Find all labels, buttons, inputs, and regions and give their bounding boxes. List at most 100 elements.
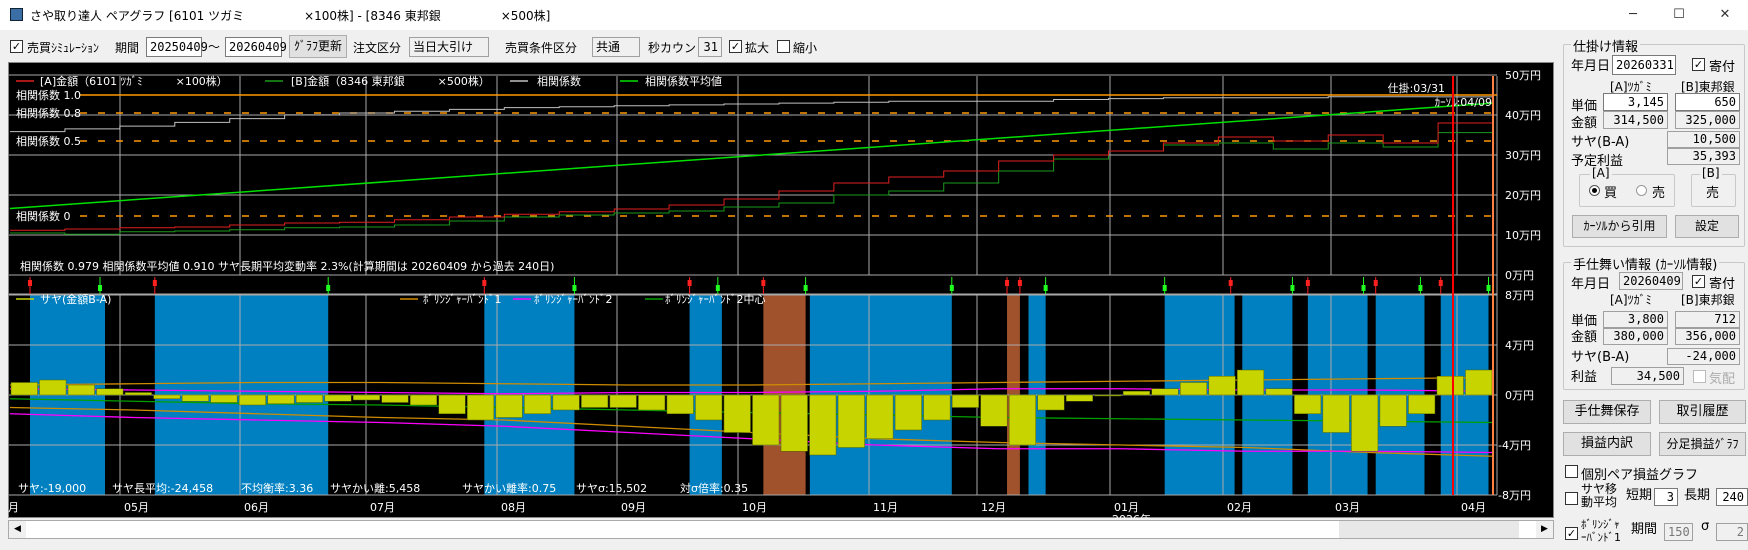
exit-amount-label: 金額 — [1571, 330, 1598, 345]
stat-text: 不均衡率:3.36 — [241, 481, 313, 495]
x-tick-label: 04月 — [1461, 501, 1486, 514]
entry-yoritsuki-checkbox[interactable]: ✓ — [1692, 58, 1705, 71]
entry-col-b: [B]東邦銀 — [1681, 80, 1735, 94]
exit-amount-b: 356,000 — [1675, 328, 1740, 345]
zoom-out-checkbox[interactable] — [777, 40, 790, 53]
buy-signal-marker — [1486, 285, 1491, 291]
scroll-left-arrow-icon[interactable]: ◀ — [9, 521, 26, 538]
x-tick-label: 11月 — [873, 501, 898, 514]
entry-info-title: 仕掛け情報 — [1571, 36, 1641, 55]
saya-bar — [210, 394, 238, 403]
exit-price-b: 712 — [1675, 311, 1740, 328]
period-to-input[interactable]: 20260409 — [225, 37, 287, 57]
chart-canvas[interactable]: 相関係数 1.0 相関係数 0.8 相関係数 0.5 相関係数 0 [A]金額（6101… — [8, 62, 1554, 518]
zoom-in-checkbox[interactable]: ✓ — [729, 40, 742, 53]
minute-profit-graph-button[interactable]: 分足損益ｸﾞﾗﾌ — [1659, 432, 1746, 456]
exit-yoritsuki-checkbox[interactable]: ✓ — [1692, 275, 1705, 288]
entry-amount-label: 金額 — [1571, 116, 1598, 131]
period-from-input[interactable]: 20250409 — [146, 37, 208, 57]
amount-b-line — [10, 132, 1493, 235]
saya-bar — [524, 394, 552, 414]
close-button[interactable]: ✕ — [1719, 7, 1731, 22]
buy-signal-marker — [572, 285, 577, 291]
entry-saya-value: 10,500 — [1667, 131, 1740, 148]
y-tick-label: 10万円 — [1505, 229, 1541, 242]
buy-signal-marker — [98, 285, 102, 291]
saya-bar — [1237, 369, 1265, 396]
saya-ma-checkbox[interactable] — [1565, 492, 1578, 505]
saya-bar — [324, 394, 352, 402]
bb-period-input[interactable]: 150 — [1664, 523, 1693, 541]
saya-bar — [1094, 394, 1122, 397]
saya-bar — [951, 394, 979, 408]
saya-bar — [1408, 394, 1436, 414]
bollinger-band1-lower — [9, 406, 1494, 457]
x-tick-label: 12月 — [981, 501, 1006, 514]
bollinger-label: ﾎﾞﾘﾝｼﾞｬ ｰﾊﾞﾝﾄﾞ1 — [1581, 518, 1621, 544]
graph-update-button[interactable]: ｸﾞﾗﾌ更新 — [289, 35, 347, 58]
entry-date-input[interactable]: 20260331 — [1612, 55, 1676, 75]
exit-save-button[interactable]: 手仕舞保存 — [1563, 400, 1651, 424]
correlation-line — [10, 96, 1493, 133]
x-tick-label: 02月 — [1227, 501, 1252, 514]
long-input[interactable]: 240 — [1716, 488, 1748, 506]
pair-chart[interactable]: 相関係数 1.0 相関係数 0.8 相関係数 0.5 相関係数 0 [A]金額（6101… — [8, 62, 1554, 518]
corr-threshold-label: 相関係数 1.0 — [16, 89, 81, 102]
simulation-label: 売買ｼﾐｭﾚｰｼｮﾝ — [27, 41, 100, 55]
short-input[interactable]: 3 — [1654, 488, 1678, 506]
y-tick-label: -4万円 — [1498, 439, 1531, 452]
entry-yoritsuki-label: 寄付 — [1709, 60, 1736, 75]
cite-from-cursor-button[interactable]: ｶｰｿﾙから引用 — [1572, 215, 1667, 238]
scroll-thumb[interactable] — [1339, 521, 1519, 538]
saya-bar — [752, 394, 780, 446]
x-tick-label: 05月 — [124, 501, 149, 514]
x-tick-label: 03月 — [1335, 501, 1360, 514]
exit-date-label: 年月日 — [1571, 277, 1611, 292]
condition-label: 売買条件区分 — [505, 41, 578, 55]
saya-ma-label-line2: 動平均 — [1581, 495, 1618, 509]
saya-bar — [980, 394, 1008, 427]
minimize-button[interactable]: ─ — [1629, 7, 1637, 22]
saya-bar — [124, 392, 152, 396]
exit-price-a: 3,800 — [1603, 311, 1668, 328]
entry-info-group — [1563, 44, 1745, 247]
saya-bar — [1436, 376, 1464, 396]
buy-signal-marker — [1361, 285, 1366, 291]
saya-bar — [1351, 394, 1379, 452]
saya-bar — [267, 394, 295, 404]
horizontal-scrollbar[interactable]: ◀ ▶ — [8, 520, 1554, 539]
second-count-field[interactable]: 31 — [698, 37, 722, 57]
saya-bar — [1008, 394, 1036, 446]
entry-price-b-input[interactable]: 650 — [1675, 93, 1740, 111]
entry-price-a-input[interactable]: 3,145 — [1603, 93, 1668, 111]
y-tick-label: 50万円 — [1505, 69, 1541, 82]
saya-bar — [666, 394, 694, 414]
buy-signal-marker — [715, 285, 720, 291]
saya-bar — [352, 394, 381, 401]
trade-history-button[interactable]: 取引履歴 — [1659, 400, 1746, 424]
cursor-marker-label: ｶｰｿﾙ:04/09 — [1435, 96, 1492, 109]
condition-field[interactable]: 共通 — [592, 37, 640, 57]
saya-bar — [894, 394, 922, 431]
saya-bar — [238, 394, 266, 406]
bollinger-label-line2: ｰﾊﾞﾝﾄﾞ1 — [1581, 531, 1621, 544]
saya-bar — [295, 394, 323, 403]
sigma-input[interactable]: 2 — [1716, 523, 1748, 541]
kehai-checkbox[interactable] — [1693, 370, 1706, 383]
scroll-right-arrow-icon[interactable]: ▶ — [1536, 521, 1553, 538]
maximize-button[interactable]: ☐ — [1673, 7, 1685, 22]
order-type-field[interactable]: 当日大引け — [409, 37, 489, 57]
saya-bar — [1208, 376, 1236, 396]
saya-bar — [10, 382, 38, 396]
kehai-label: 気配 — [1709, 372, 1736, 387]
buy-radio[interactable] — [1589, 185, 1600, 196]
pair-graph-checkbox[interactable] — [1565, 465, 1578, 478]
entry-amount-b: 325,000 — [1675, 111, 1740, 129]
y-tick-label: 20万円 — [1505, 189, 1541, 202]
profit-breakdown-button[interactable]: 損益内訳 — [1563, 432, 1651, 456]
settings-button[interactable]: 設定 — [1675, 215, 1739, 238]
sell-radio[interactable] — [1636, 185, 1647, 196]
bollinger-checkbox[interactable]: ✓ — [1565, 527, 1578, 540]
simulation-checkbox[interactable]: ✓ — [10, 40, 23, 53]
order-type-label: 注文区分 — [353, 41, 402, 55]
